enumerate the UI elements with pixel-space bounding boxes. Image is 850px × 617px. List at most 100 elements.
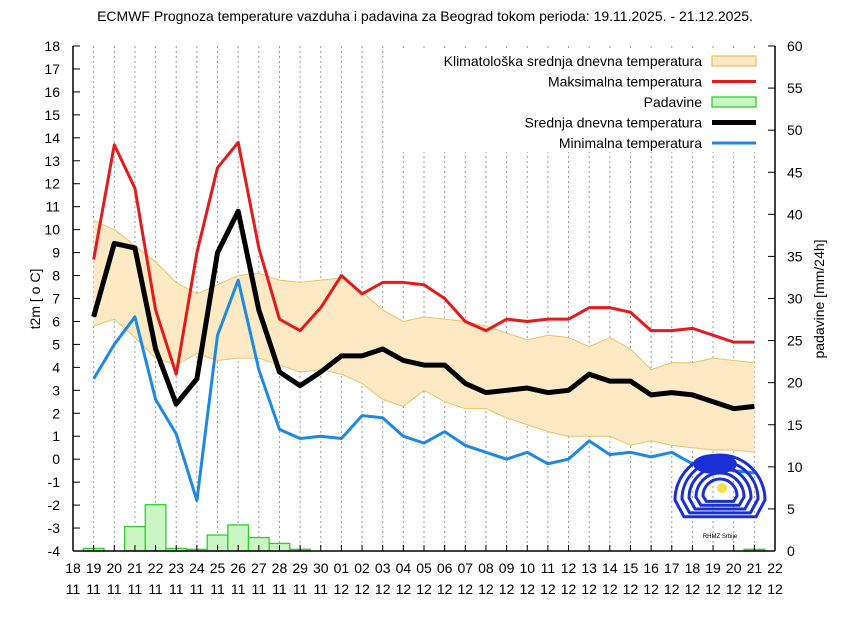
x-tick-day: 30 [313, 560, 329, 576]
legend-label: Maksimalna temperatura [548, 74, 702, 90]
logo-ring [673, 453, 767, 519]
x-tick-day: 08 [478, 560, 494, 576]
chart-title: ECMWF Prognoza temperature vazduha i pad… [97, 8, 753, 24]
x-tick-month: 12 [416, 581, 432, 597]
y2-tick-label: 30 [787, 291, 803, 307]
x-tick-month: 11 [148, 581, 163, 597]
x-tick-month: 12 [499, 581, 515, 597]
y-tick-label: 8 [52, 268, 60, 284]
y2-tick-label: 20 [787, 375, 803, 391]
x-tick-day: 29 [292, 560, 308, 576]
x-tick-day: 02 [354, 560, 370, 576]
x-tick-month: 11 [252, 581, 267, 597]
axes: -4-3-2-101234567891011121314151617180510… [44, 38, 802, 597]
precipitation-bar [144, 504, 167, 552]
x-tick-month: 12 [519, 581, 535, 597]
x-tick-day: 15 [623, 560, 639, 576]
logo-sun [717, 483, 727, 493]
x-tick-month: 11 [313, 581, 328, 597]
legend-item: Srednja dnevna temperatura [525, 115, 756, 131]
logo-ring [694, 471, 746, 507]
x-tick-day: 26 [230, 560, 246, 576]
x-tick-day: 03 [375, 560, 391, 576]
y-tick-label: -3 [48, 520, 61, 536]
x-tick-month: 11 [272, 581, 287, 597]
legend-label: Minimalna temperatura [559, 135, 702, 151]
x-tick-day: 13 [581, 560, 597, 576]
temperature-lines [91, 140, 755, 502]
legend-label: Srednja dnevna temperatura [525, 115, 703, 131]
y2-tick-label: 35 [787, 248, 803, 264]
climatology-lower [93, 318, 755, 453]
y-tick-label: 16 [44, 84, 60, 100]
x-tick-month: 12 [705, 581, 721, 597]
y-axis-label: t2m [ o C] [27, 269, 43, 330]
x-tick-month: 11 [128, 581, 143, 597]
y-tick-label: 13 [44, 153, 60, 169]
x-tick-day: 11 [541, 560, 556, 576]
x-tick-month: 12 [685, 581, 701, 597]
x-tick-month: 11 [210, 581, 225, 597]
x-tick-day: 16 [643, 560, 659, 576]
x-tick-day: 17 [664, 560, 680, 576]
x-tick-day: 04 [396, 560, 412, 576]
legend: Klimatološka srednja dnevna temperatura M… [400, 48, 772, 152]
legend-swatch [711, 55, 757, 67]
y2-tick-label: 15 [787, 417, 803, 433]
climatology-band [93, 219, 755, 453]
logo-ring [701, 477, 739, 503]
x-tick-day: 20 [107, 560, 123, 576]
x-tick-day: 10 [519, 560, 535, 576]
x-tick-month: 12 [664, 581, 680, 597]
y-tick-label: 17 [44, 61, 60, 77]
x-tick-month: 12 [540, 581, 556, 597]
climatology-area [93, 220, 755, 453]
y-tick-label: 3 [52, 382, 60, 398]
x-tick-month: 11 [107, 581, 122, 597]
x-tick-day: 22 [767, 560, 783, 576]
x-tick-month: 12 [747, 581, 763, 597]
legend-item: Klimatološka srednja dnevna temperatura [444, 53, 757, 69]
x-tick-month: 12 [354, 581, 370, 597]
series-line-0 [92, 140, 755, 376]
y-tick-label: 6 [52, 313, 60, 329]
legend-item: Minimalna temperatura [559, 135, 756, 151]
x-tick-month: 12 [561, 581, 577, 597]
x-tick-day: 28 [272, 560, 288, 576]
x-tick-month: 12 [375, 581, 391, 597]
x-tick-month: 12 [581, 581, 597, 597]
x-tick-day: 18 [65, 560, 81, 576]
climatology-upper [93, 219, 755, 371]
x-tick-month: 12 [643, 581, 659, 597]
x-tick-day: 01 [334, 560, 350, 576]
y-tick-label: 9 [52, 245, 60, 261]
legend-label: Padavine [644, 94, 703, 110]
legend-item: Maksimalna temperatura [548, 74, 756, 90]
y-tick-label: 4 [52, 359, 60, 375]
x-tick-day: 19 [705, 560, 721, 576]
x-tick-day: 22 [148, 560, 164, 576]
x-tick-month: 12 [437, 581, 453, 597]
x-tick-day: 14 [602, 560, 618, 576]
x-tick-day: 12 [561, 560, 577, 576]
y-tick-label: 18 [44, 38, 60, 54]
y2-tick-label: 45 [787, 164, 803, 180]
y-tick-label: -4 [48, 543, 61, 559]
x-tick-day: 06 [437, 560, 453, 576]
y-tick-label: 5 [52, 336, 60, 352]
y2-tick-label: 25 [787, 333, 803, 349]
x-tick-month: 11 [169, 581, 184, 597]
x-tick-month: 12 [767, 581, 783, 597]
x-tick-month: 11 [190, 581, 205, 597]
x-tick-day: 20 [726, 560, 742, 576]
x-tick-month: 12 [602, 581, 618, 597]
logo-cloud [693, 454, 737, 474]
x-tick-month: 12 [726, 581, 742, 597]
y2-axis-label: padavine [mm/24h] [811, 239, 827, 358]
x-tick-day: 23 [168, 560, 184, 576]
y-tick-label: 1 [52, 428, 60, 444]
y-tick-label: 10 [44, 222, 60, 238]
x-tick-month: 12 [458, 581, 474, 597]
x-tick-day: 21 [747, 560, 763, 576]
